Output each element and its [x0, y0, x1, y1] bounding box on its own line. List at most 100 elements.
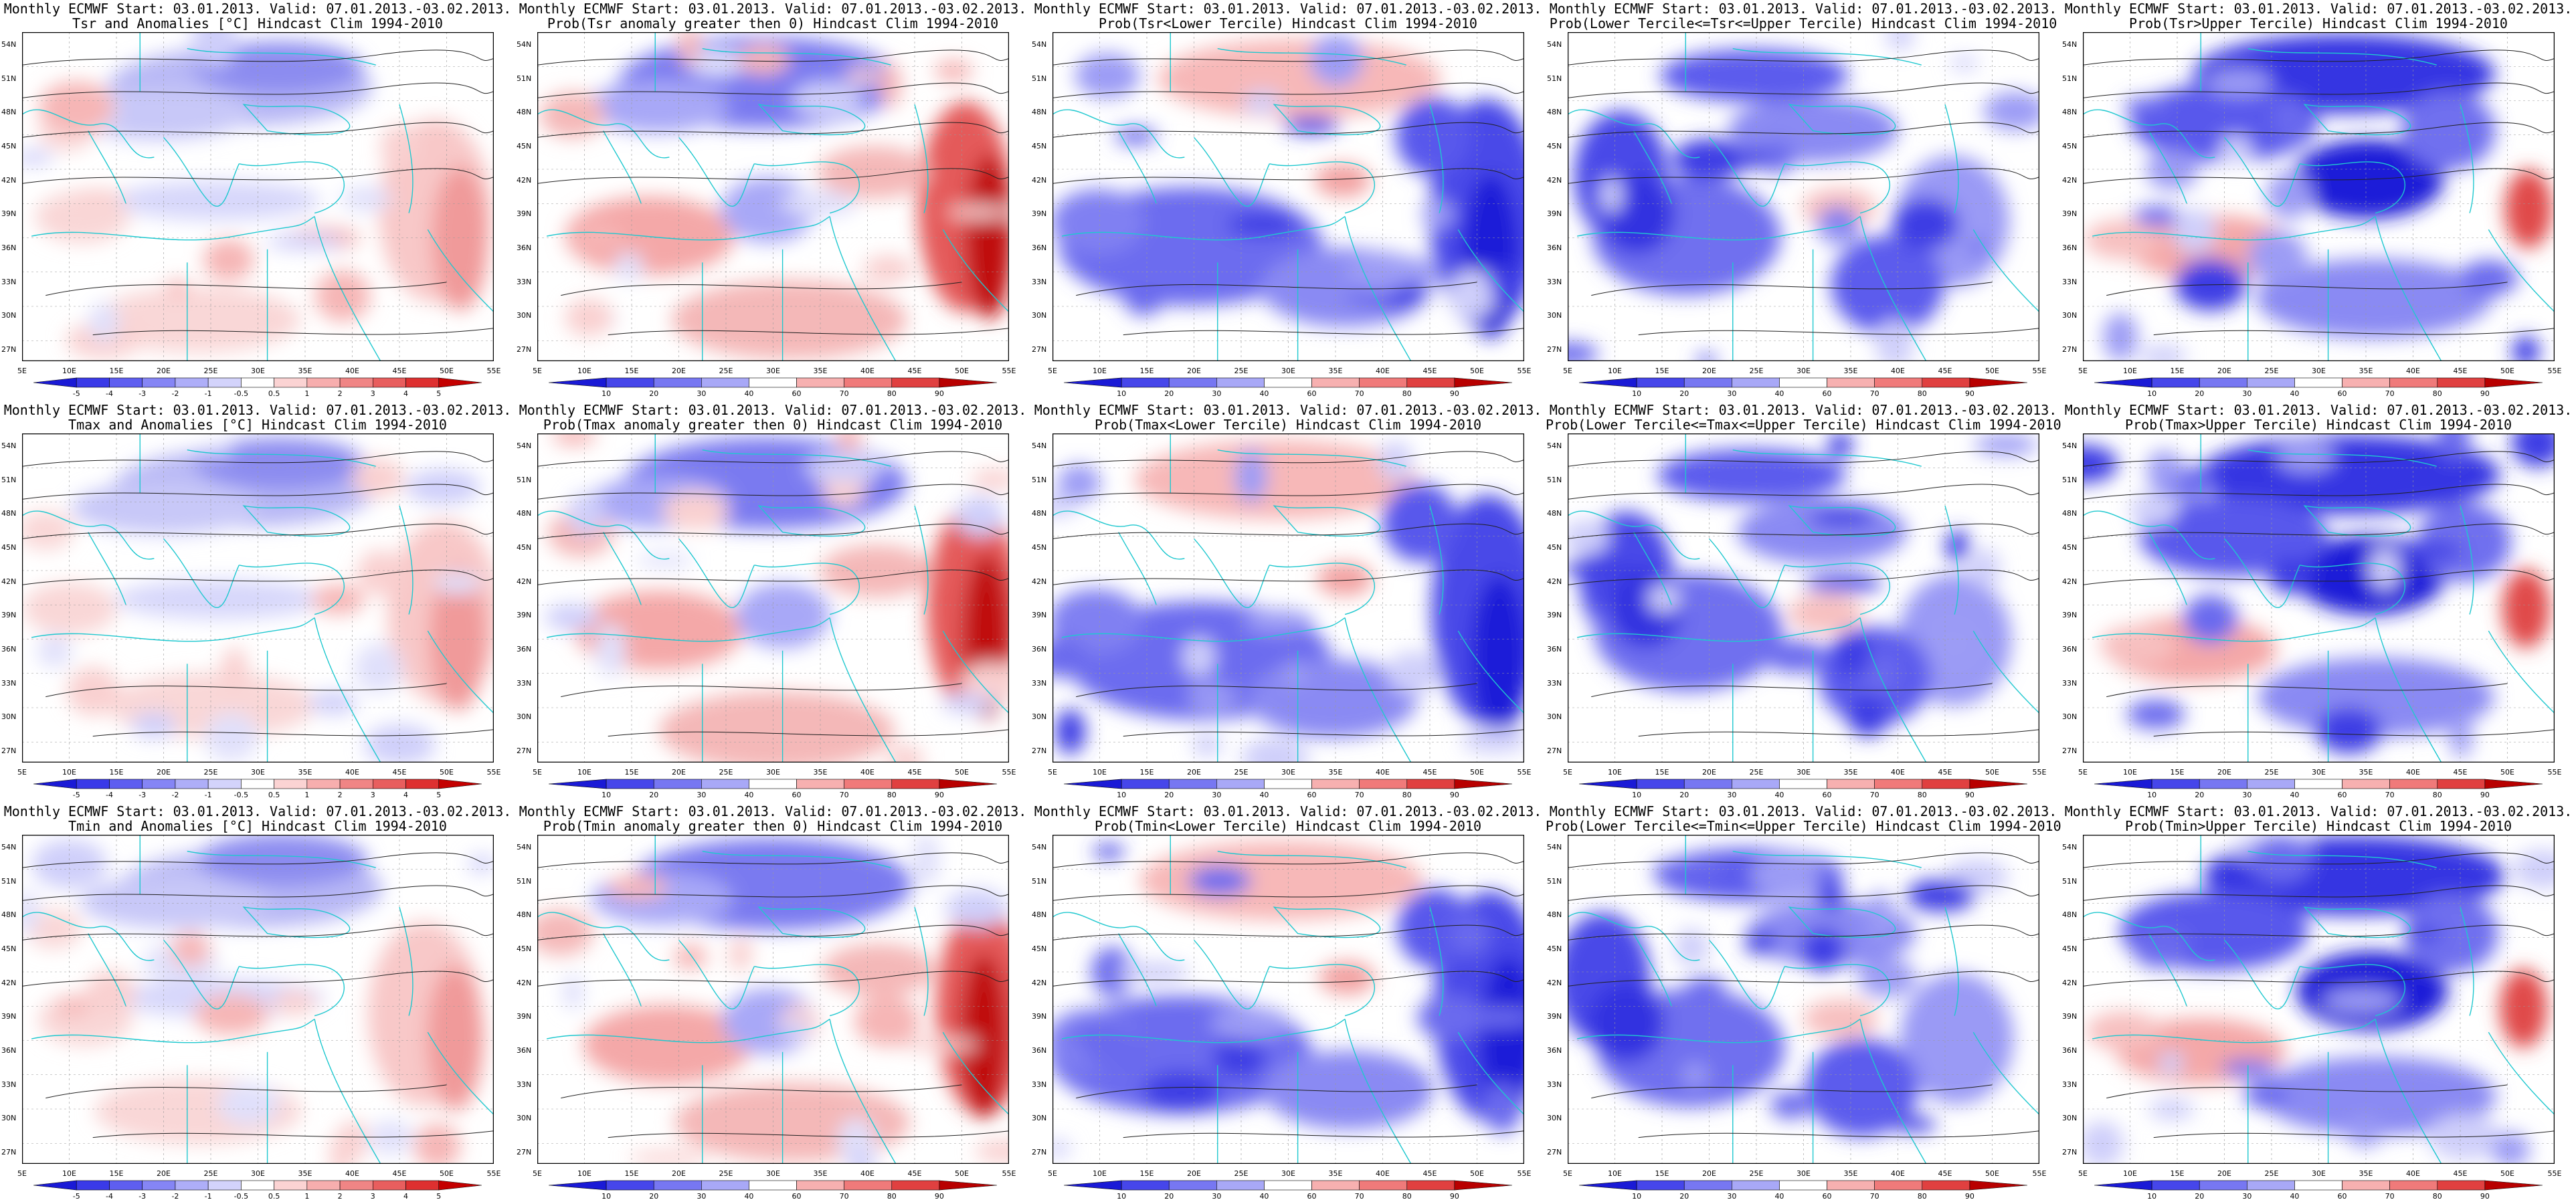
colorbar-label: 70 — [2385, 791, 2395, 799]
colorbar-label: 80 — [2432, 1192, 2442, 1201]
colorbar-swatch — [142, 779, 176, 789]
colorbar-label: 70 — [1869, 791, 1879, 799]
shaded-field — [1803, 575, 1883, 593]
colorbar-swatch — [438, 779, 482, 789]
colorbar-swatch — [142, 1180, 176, 1191]
colorbar-swatch — [2151, 1180, 2200, 1191]
shaded-field — [71, 482, 260, 534]
latitude-label: 54N — [1547, 441, 1562, 450]
shaded-field — [845, 68, 881, 84]
latitude-label: 54N — [517, 843, 532, 851]
longitude-label: 15E — [1139, 367, 1154, 375]
longitude-label: 10E — [577, 768, 591, 777]
colorbar-swatch — [1922, 779, 1970, 789]
shaded-field — [201, 443, 233, 458]
shaded-field — [941, 692, 994, 714]
colorbar-swatch — [1359, 377, 1408, 388]
latitude-label: 45N — [1032, 142, 1047, 150]
longitude-label: 55E — [2547, 1169, 2562, 1178]
colorbar-label: 20 — [2195, 389, 2205, 398]
latitude-label: 33N — [1, 1080, 17, 1089]
shaded-field — [1480, 957, 1524, 1122]
colorbar-label: 10 — [2147, 791, 2157, 799]
shaded-field — [2146, 450, 2183, 490]
shaded-field — [2512, 335, 2540, 361]
shaded-field — [2273, 97, 2308, 141]
colorbar-label: 60 — [792, 389, 802, 398]
latitude-label: 45N — [1547, 142, 1562, 150]
latitude-label: 33N — [517, 277, 532, 286]
colorbar-swatch — [405, 377, 440, 388]
colorbar-swatch — [274, 377, 308, 388]
colorbar-label: 3 — [370, 791, 375, 799]
panel-header: Monthly ECMWF Start: 03.01.2013. Valid: … — [2064, 402, 2573, 418]
shaded-field — [636, 553, 694, 568]
colorbar-label: 4 — [403, 1192, 409, 1201]
coastlines — [537, 835, 1009, 1164]
shaded-field — [22, 890, 39, 934]
shaded-field — [728, 937, 753, 971]
colorbar-swatch — [939, 779, 997, 789]
colorbar-swatch — [1311, 377, 1360, 388]
colorbar-swatch — [844, 1180, 893, 1191]
shaded-field — [314, 270, 371, 322]
shaded-field — [562, 974, 584, 1010]
colorbar-label: 60 — [792, 791, 802, 799]
longitude-label: 35E — [298, 367, 312, 375]
colorbar-swatch — [1264, 377, 1312, 388]
colorbar-label: 30 — [697, 791, 707, 799]
colorbar-swatch — [1359, 1180, 1408, 1191]
shaded-field — [1210, 1006, 1291, 1041]
longitude-label: 5E — [1048, 768, 1057, 777]
colorbar-label: 80 — [1917, 791, 1927, 799]
shaded-field — [737, 45, 790, 75]
shaded-field — [1226, 212, 1299, 237]
longitude-label: 25E — [203, 768, 218, 777]
longitude-label: 5E — [2078, 768, 2088, 777]
shaded-field — [217, 1082, 280, 1126]
contour-lines — [2083, 451, 2555, 737]
colorbar-label: -1 — [204, 1192, 212, 1201]
shaded-field — [671, 280, 908, 360]
longitude-label: 25E — [2264, 367, 2279, 375]
latitude-label: 33N — [2062, 1080, 2078, 1089]
longitude-label: 45E — [907, 768, 922, 777]
colorbar-swatch — [2484, 779, 2543, 789]
colorbar-label: 10 — [1117, 389, 1127, 398]
colorbar-swatch — [109, 1180, 143, 1191]
shaded-field — [1314, 164, 1371, 197]
shaded-field — [1123, 280, 1164, 316]
latitude-label: 42N — [2062, 978, 2078, 987]
longitude-label: 40E — [1891, 1169, 1905, 1178]
map-panel: Monthly ECMWF Start: 03.01.2013. Valid: … — [515, 401, 1030, 803]
latitude-label: 54N — [517, 441, 532, 450]
latitude-label: 42N — [1547, 175, 1562, 185]
shaded-field — [735, 583, 830, 649]
colorbar-swatch — [1922, 1180, 1970, 1191]
colorbar-swatch — [796, 1180, 844, 1191]
latitude-label: 42N — [1547, 978, 1562, 987]
longitude-label: 40E — [345, 367, 359, 375]
latitude-label: 48N — [1032, 108, 1047, 117]
colorbar-swatch — [549, 779, 607, 789]
shaded-field — [887, 744, 924, 763]
shaded-field — [1448, 270, 1496, 320]
latitude-label: 30N — [517, 712, 532, 722]
longitude-label: 35E — [1843, 367, 1858, 375]
latitude-label: 48N — [517, 910, 532, 920]
colorbar-swatch — [1579, 1180, 1637, 1191]
colorbar-swatch — [405, 1180, 440, 1191]
longitude-label: 10E — [1093, 1169, 1107, 1178]
shaded-field — [1056, 464, 1101, 502]
map-panel: Monthly ECMWF Start: 03.01.2013. Valid: … — [0, 0, 515, 401]
colorbar-swatch — [207, 377, 242, 388]
longitude-label: 15E — [624, 768, 639, 777]
colorbar — [33, 779, 482, 789]
longitude-label: 25E — [1749, 367, 1764, 375]
latitude-label: 27N — [1, 1148, 17, 1157]
latitude-label: 42N — [1, 175, 17, 185]
latitude-label: 33N — [517, 678, 532, 688]
colorbar-label: 10 — [2147, 1192, 2157, 1201]
longitude-label: 55E — [486, 367, 501, 375]
panel-title: Prob(Tsr<Lower Tercile) Hindcast Clim 19… — [1099, 15, 1477, 31]
